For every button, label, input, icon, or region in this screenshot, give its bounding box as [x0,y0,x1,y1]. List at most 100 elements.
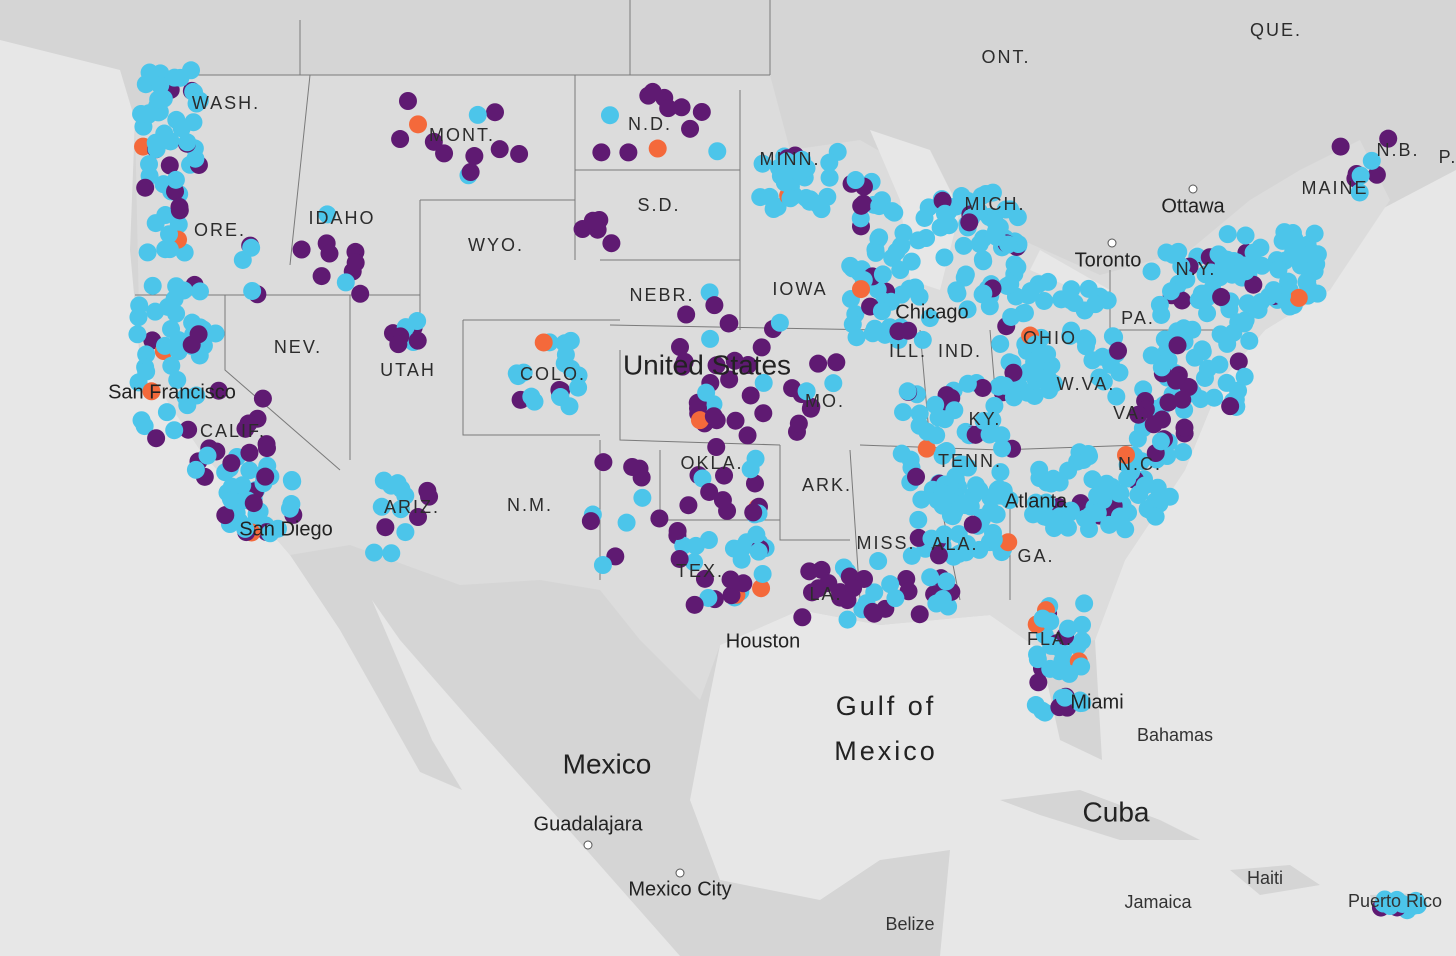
location-dot [749,542,768,561]
location-dot [382,476,401,495]
location-dot [697,383,716,402]
location-dot [1061,501,1080,520]
location-dot [408,331,427,350]
location-dot [1264,281,1283,300]
location-dot [190,282,209,301]
state-label: MAINE [1301,178,1368,198]
location-dot [623,457,642,476]
country-label: Belize [885,914,934,934]
location-dot [753,564,772,583]
location-dot [346,253,365,272]
state-label: TEX. [676,561,724,581]
location-dot [1088,486,1107,505]
state-label: W.VA. [1057,374,1116,394]
location-dot [966,476,985,495]
location-dot [222,491,241,510]
location-dot [701,329,720,348]
location-dot [1236,226,1255,245]
location-dot [461,163,480,182]
location-dot [1079,279,1098,298]
location-dot [1221,397,1240,416]
city-label: Toronto [1075,249,1142,271]
location-dot [1229,352,1248,371]
location-dot [1198,304,1217,323]
location-dot [1004,388,1023,407]
location-dot [983,183,1002,202]
location-dot [754,404,773,423]
location-dot [1035,291,1054,310]
location-dot [1308,284,1327,303]
location-dot [1033,609,1052,628]
location-dot [808,195,827,214]
location-dot [160,156,179,175]
city-marker [675,868,685,878]
location-dot [1059,619,1078,638]
location-dot [619,143,638,162]
location-dot [1038,508,1057,527]
location-dot [143,276,162,295]
location-dot [752,579,771,598]
location-dot [1055,688,1074,707]
location-dot [320,244,339,263]
location-dot [898,382,917,401]
location-dot [985,396,1004,415]
location-dot [1000,491,1019,510]
location-dot [490,140,509,159]
city-label: Ottawa [1161,195,1225,217]
state-label: ALA. [931,534,978,554]
location-dot [1168,336,1187,355]
location-dot [244,494,263,513]
location-dot [991,375,1010,394]
location-dot [671,338,690,357]
country-label: Jamaica [1124,892,1192,912]
location-dot [1002,307,1021,326]
location-dot [819,574,838,593]
location-dot [409,508,428,527]
location-dot [1037,473,1056,492]
location-dot [1251,238,1270,257]
location-dot [692,102,711,121]
state-label: PA. [1121,308,1155,328]
location-dot [909,510,928,529]
location-dot [1070,691,1089,710]
location-dot [137,362,156,381]
location-dot [650,509,669,528]
location-dot [1086,295,1105,314]
location-dot [240,443,259,462]
location-dot [592,143,611,162]
location-dot [1122,462,1141,481]
state-label: N.Y. [1176,259,1217,279]
location-dot [920,309,939,328]
location-dot [222,454,241,473]
location-dot [720,370,739,389]
location-dot [351,284,370,303]
state-label: FLA. [1027,629,1073,649]
location-dot [670,549,689,568]
location-dot [726,411,745,430]
location-dot [954,494,973,513]
location-dot [783,379,802,398]
location-dot [892,444,911,463]
state-label: GA. [1017,546,1054,566]
location-dot [741,386,760,405]
state-label: UTAH [380,360,436,380]
location-dot [1173,390,1192,409]
location-dot [754,373,773,392]
location-dot [922,529,941,548]
location-dot [873,265,892,284]
location-dot [336,273,355,292]
location-dot [1162,282,1181,301]
location-dot [892,236,911,255]
state-label: N.C. [1118,454,1162,474]
location-dot [956,265,975,284]
location-dot [1100,515,1119,534]
location-dot [744,503,763,522]
location-dot [963,515,982,534]
city-marker [583,840,593,850]
location-dot [593,556,612,575]
location-dot [951,455,970,474]
location-dot [949,525,968,544]
location-dot [146,133,165,152]
location-dot [257,439,276,458]
location-dot [705,296,724,315]
